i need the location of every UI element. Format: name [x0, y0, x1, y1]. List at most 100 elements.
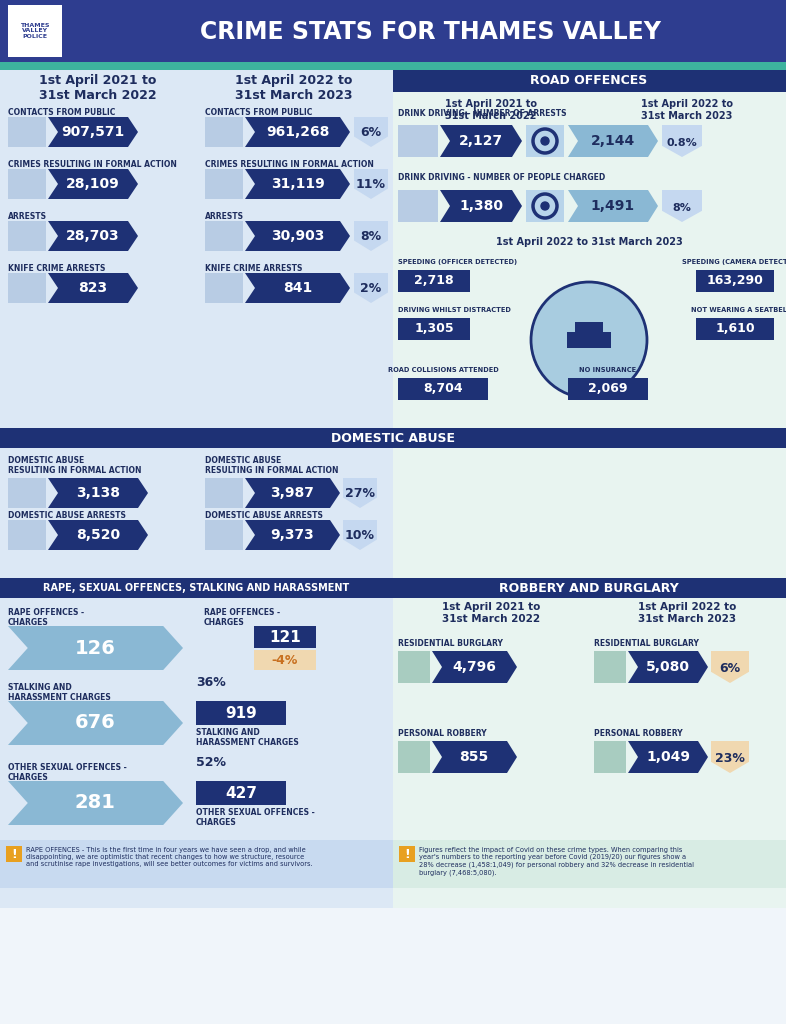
Circle shape — [531, 282, 647, 398]
Text: 2,127: 2,127 — [459, 134, 503, 148]
Bar — [567, 332, 611, 348]
Polygon shape — [48, 520, 148, 550]
Polygon shape — [354, 169, 388, 199]
Text: 1st April 2022 to
31st March 2023: 1st April 2022 to 31st March 2023 — [637, 602, 736, 624]
Text: 8,520: 8,520 — [76, 528, 120, 542]
Text: DRINK DRIVING - NUMBER OF ARRESTS: DRINK DRIVING - NUMBER OF ARRESTS — [398, 109, 567, 118]
Text: 28,703: 28,703 — [66, 229, 119, 243]
Text: 1,305: 1,305 — [414, 323, 454, 336]
Text: 3,138: 3,138 — [76, 486, 120, 500]
Text: 1,610: 1,610 — [715, 323, 755, 336]
Text: DOMESTIC ABUSE ARRESTS: DOMESTIC ABUSE ARRESTS — [205, 511, 323, 520]
Bar — [0, 428, 786, 449]
Polygon shape — [354, 117, 388, 147]
Text: 1st April 2022 to
31st March 2023: 1st April 2022 to 31st March 2023 — [235, 74, 353, 102]
Text: 676: 676 — [75, 714, 116, 732]
Text: 427: 427 — [225, 785, 257, 801]
Polygon shape — [245, 478, 340, 508]
Bar — [254, 650, 316, 670]
Text: STALKING AND
HARASSMENT CHARGES: STALKING AND HARASSMENT CHARGES — [196, 728, 299, 748]
Text: RAPE, SEXUAL OFFENCES, STALKING AND HARASSMENT: RAPE, SEXUAL OFFENCES, STALKING AND HARA… — [43, 583, 349, 593]
Text: 121: 121 — [269, 630, 301, 644]
Text: 52%: 52% — [196, 757, 226, 769]
Bar — [205, 273, 243, 303]
Bar — [205, 520, 243, 550]
Bar — [196, 701, 286, 725]
Bar — [696, 270, 774, 292]
Bar — [398, 270, 470, 292]
Text: -4%: -4% — [272, 653, 298, 667]
Text: 2%: 2% — [360, 282, 382, 295]
Text: ARRESTS: ARRESTS — [205, 212, 244, 221]
Text: THAMES
VALLEY
POLICE: THAMES VALLEY POLICE — [20, 23, 50, 39]
Text: 6%: 6% — [361, 126, 381, 139]
Text: 23%: 23% — [715, 753, 745, 766]
Text: 841: 841 — [283, 281, 312, 295]
Text: 2,069: 2,069 — [588, 383, 628, 395]
Bar — [399, 846, 415, 862]
Bar — [8, 5, 62, 57]
Bar — [575, 322, 603, 334]
Text: 1,049: 1,049 — [646, 750, 690, 764]
Bar — [398, 741, 430, 773]
Bar — [398, 318, 470, 340]
Bar — [526, 125, 564, 157]
Polygon shape — [711, 741, 749, 773]
Text: ROAD OFFENCES: ROAD OFFENCES — [531, 75, 648, 87]
Bar — [0, 578, 393, 598]
Polygon shape — [48, 221, 138, 251]
Text: 11%: 11% — [356, 178, 386, 191]
Text: CRIME STATS FOR THAMES VALLEY: CRIME STATS FOR THAMES VALLEY — [200, 20, 660, 44]
Polygon shape — [662, 190, 702, 222]
Bar — [8, 169, 46, 199]
Text: 281: 281 — [75, 794, 116, 812]
Bar — [594, 651, 626, 683]
Bar — [0, 449, 393, 578]
Text: 8%: 8% — [673, 203, 692, 213]
Text: 3,987: 3,987 — [270, 486, 314, 500]
Circle shape — [541, 137, 549, 145]
Text: 1st April 2022 to
31st March 2023: 1st April 2022 to 31st March 2023 — [641, 99, 733, 121]
Text: DOMESTIC ABUSE ARRESTS: DOMESTIC ABUSE ARRESTS — [8, 511, 126, 520]
Bar — [393, 598, 786, 908]
Text: DOMESTIC ABUSE: DOMESTIC ABUSE — [331, 431, 455, 444]
Text: 10%: 10% — [345, 529, 375, 542]
Bar — [393, 70, 786, 92]
Text: !: ! — [404, 848, 410, 860]
Text: OTHER SEXUAL OFFENCES -
CHARGES: OTHER SEXUAL OFFENCES - CHARGES — [196, 808, 314, 827]
Bar — [205, 117, 243, 147]
Text: CRIMES RESULTING IN FORMAL ACTION: CRIMES RESULTING IN FORMAL ACTION — [8, 160, 177, 169]
Polygon shape — [440, 190, 522, 222]
Bar — [568, 378, 648, 400]
Text: OTHER SEXUAL OFFENCES -
CHARGES: OTHER SEXUAL OFFENCES - CHARGES — [8, 763, 127, 782]
Polygon shape — [48, 478, 148, 508]
Polygon shape — [343, 520, 377, 550]
Text: 2,144: 2,144 — [591, 134, 635, 148]
Polygon shape — [8, 626, 183, 670]
Bar — [0, 70, 393, 428]
Bar — [0, 840, 393, 888]
Bar — [393, 449, 786, 578]
Text: 28,109: 28,109 — [66, 177, 120, 191]
Text: 163,290: 163,290 — [707, 274, 763, 288]
Text: DOMESTIC ABUSE
RESULTING IN FORMAL ACTION: DOMESTIC ABUSE RESULTING IN FORMAL ACTIO… — [205, 456, 339, 475]
Text: KNIFE CRIME ARRESTS: KNIFE CRIME ARRESTS — [8, 264, 105, 273]
Text: 27%: 27% — [345, 487, 375, 500]
Bar — [8, 117, 46, 147]
Polygon shape — [354, 273, 388, 303]
Polygon shape — [343, 478, 377, 508]
Text: 1st April 2021 to
31st March 2022: 1st April 2021 to 31st March 2022 — [39, 74, 157, 102]
Polygon shape — [245, 169, 350, 199]
Text: NOT WEARING A SEATBELT: NOT WEARING A SEATBELT — [691, 307, 786, 313]
Polygon shape — [568, 125, 658, 157]
Polygon shape — [48, 273, 138, 303]
Text: RAPE OFFENCES -
CHARGES: RAPE OFFENCES - CHARGES — [204, 608, 280, 628]
Bar — [393, 578, 786, 598]
Text: 8,704: 8,704 — [423, 383, 463, 395]
Bar — [8, 520, 46, 550]
Polygon shape — [432, 741, 517, 773]
Text: 1,380: 1,380 — [459, 199, 503, 213]
Text: PERSONAL ROBBERY: PERSONAL ROBBERY — [594, 728, 682, 737]
Text: 6%: 6% — [719, 663, 740, 676]
Bar — [398, 378, 488, 400]
